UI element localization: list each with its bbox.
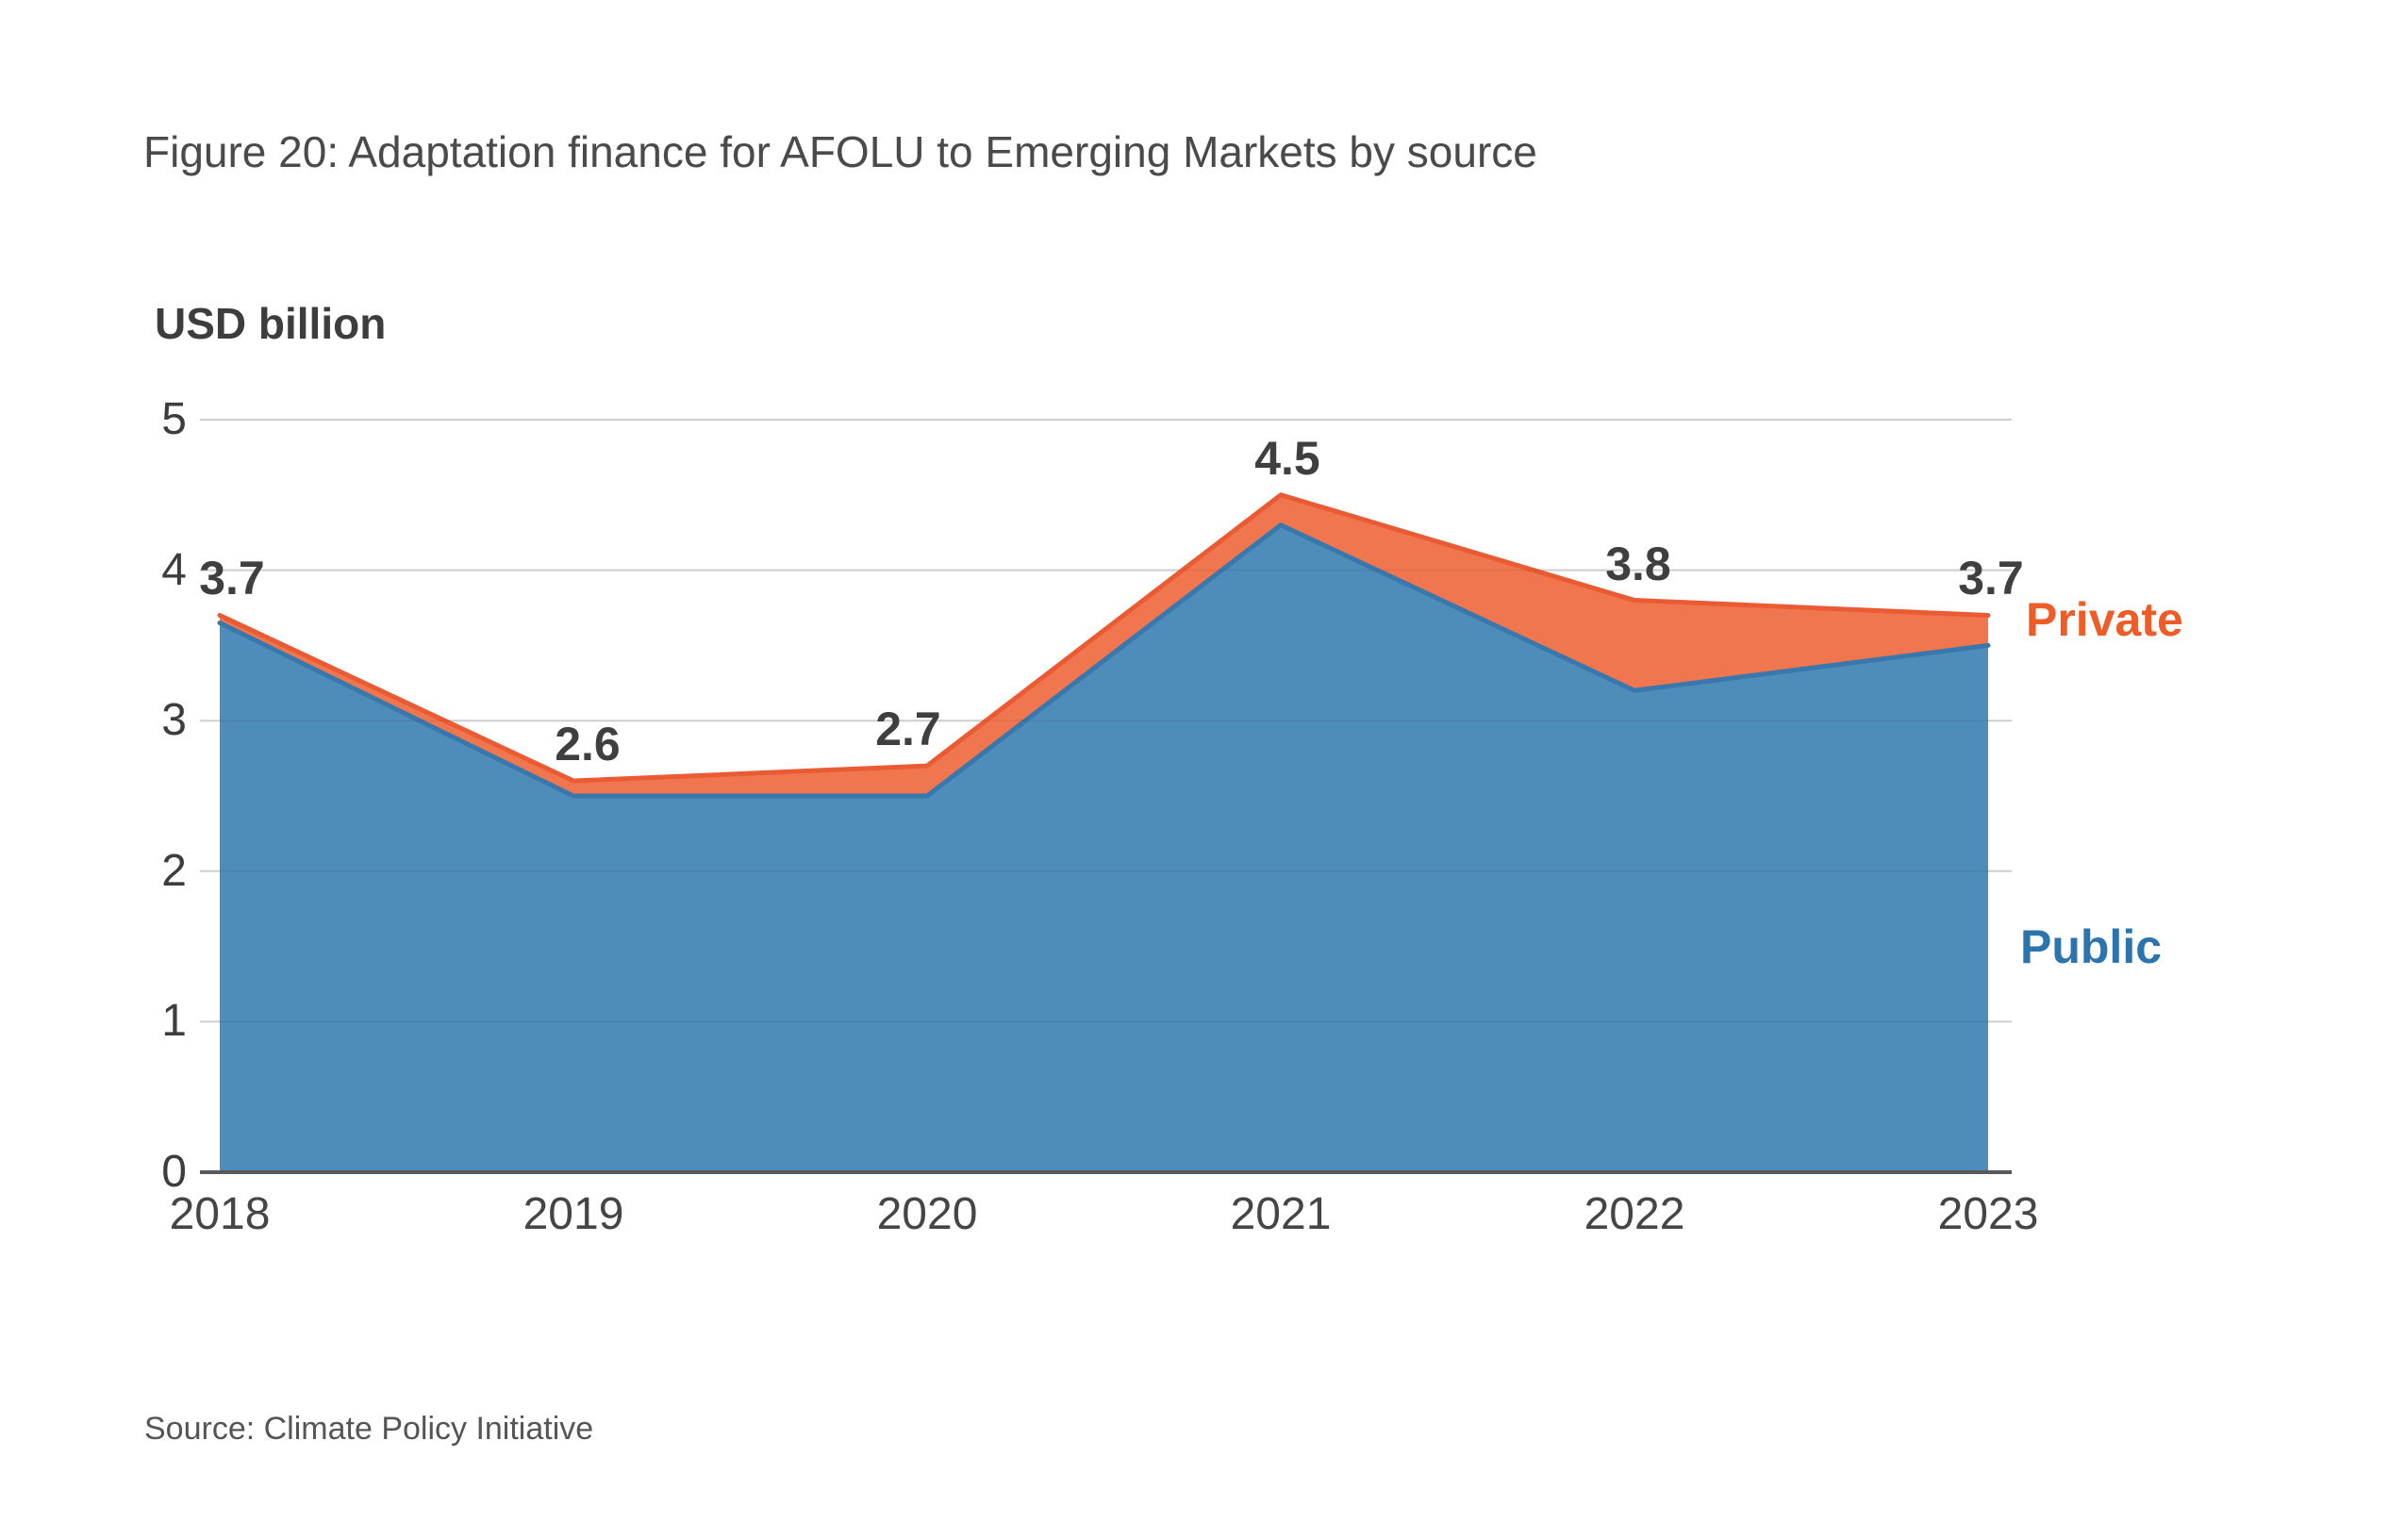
x-tick-label: 2019 [522,1189,624,1239]
data-label: 4.5 [1254,431,1320,485]
private-top-line [217,492,1991,784]
data-label: 3.8 [1605,537,1671,590]
y-tick-label: 3 [161,695,187,746]
data-label: 3.7 [1958,552,2024,605]
private-area [220,494,1988,796]
y-tick-label: 2 [161,845,187,896]
x-tick-label: 2020 [876,1189,978,1239]
legend-label-private: Private [2026,593,2183,646]
x-tick-label: 2022 [1584,1189,1685,1239]
figure-title: Figure 20: Adaptation finance for AFOLU … [143,127,1537,176]
legend-label-public: Public [2020,920,2163,973]
data-label: 3.7 [199,552,265,605]
y-tick-label: 1 [161,996,187,1047]
x-tick-label: 2018 [169,1189,271,1239]
y-tick-label: 0 [161,1147,187,1197]
public-top-line [217,522,1991,799]
public-area [220,524,1988,1170]
data-label: 2.7 [875,703,941,756]
x-tick-label: 2021 [1230,1189,1332,1239]
data-label: 2.6 [555,718,621,771]
y-axis-title: USD billion [155,299,387,348]
source-note: Source: Climate Policy Initiative [144,1411,594,1447]
x-tick-label: 2023 [1937,1189,2039,1239]
y-tick-label: 4 [161,544,187,595]
y-tick-label: 5 [161,394,187,444]
